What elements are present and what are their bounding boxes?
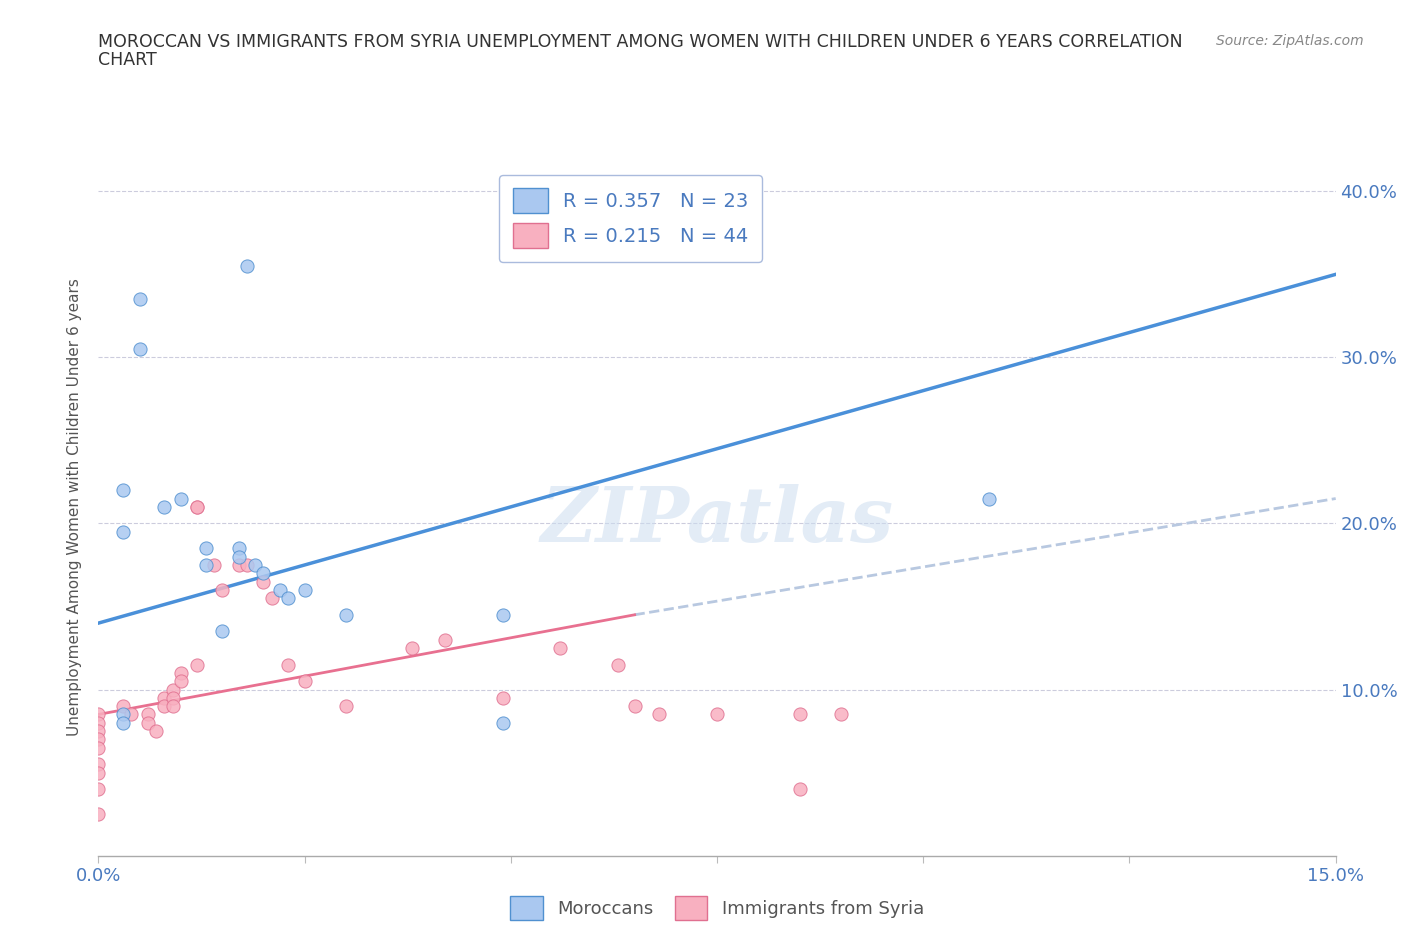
Point [170, 666, 193, 681]
Point [550, 641, 572, 656]
Point [335, 698, 357, 713]
Point [87, 715, 110, 730]
Point [112, 715, 135, 730]
Point [162, 698, 184, 713]
Y-axis label: Unemployment Among Women with Children Under 6 years: Unemployment Among Women with Children U… [67, 278, 83, 736]
Point [153, 499, 176, 514]
Point [136, 707, 159, 722]
Point [269, 582, 291, 597]
Point [789, 707, 811, 722]
Point [194, 541, 217, 556]
Point [228, 541, 250, 556]
Point [162, 682, 184, 697]
Point [170, 491, 193, 506]
Point [112, 525, 135, 539]
Point [623, 698, 645, 713]
Point [194, 558, 217, 573]
Point [136, 715, 159, 730]
Point [211, 582, 233, 597]
Text: ZIPatlas: ZIPatlas [540, 484, 894, 558]
Point [277, 658, 299, 672]
Text: CHART: CHART [98, 51, 157, 69]
Point [294, 582, 316, 597]
Point [87, 740, 110, 755]
Point [186, 658, 208, 672]
Point [491, 690, 513, 705]
Point [112, 698, 135, 713]
Point [153, 698, 176, 713]
Point [789, 782, 811, 797]
Point [153, 690, 176, 705]
Point [186, 499, 208, 514]
Point [87, 707, 110, 722]
Point [830, 707, 852, 722]
Point [236, 558, 259, 573]
Point [87, 806, 110, 821]
Point [706, 707, 728, 722]
Point [335, 607, 357, 622]
Point [648, 707, 671, 722]
Point [87, 757, 110, 772]
Point [202, 558, 225, 573]
Point [128, 341, 150, 356]
Point [491, 607, 513, 622]
Point [112, 707, 135, 722]
Point [228, 550, 250, 565]
Point [252, 565, 274, 580]
Point [120, 707, 142, 722]
Point [211, 624, 233, 639]
Point [294, 673, 316, 688]
Text: MOROCCAN VS IMMIGRANTS FROM SYRIA UNEMPLOYMENT AMONG WOMEN WITH CHILDREN UNDER 6: MOROCCAN VS IMMIGRANTS FROM SYRIA UNEMPL… [98, 33, 1182, 50]
Point [228, 558, 250, 573]
Point [87, 782, 110, 797]
Point [128, 292, 150, 307]
Point [979, 491, 1001, 506]
Point [607, 658, 630, 672]
Point [186, 499, 208, 514]
Point [491, 715, 513, 730]
Point [252, 574, 274, 589]
Point [87, 724, 110, 738]
Point [236, 259, 259, 273]
Point [243, 558, 266, 573]
Point [145, 724, 167, 738]
Point [433, 632, 456, 647]
Point [162, 690, 184, 705]
Legend: Moroccans, Immigrants from Syria: Moroccans, Immigrants from Syria [503, 889, 931, 927]
Point [112, 483, 135, 498]
Point [87, 732, 110, 747]
Point [260, 591, 283, 605]
Point [170, 673, 193, 688]
Text: Source: ZipAtlas.com: Source: ZipAtlas.com [1216, 34, 1364, 48]
Point [401, 641, 423, 656]
Point [87, 765, 110, 780]
Point [277, 591, 299, 605]
